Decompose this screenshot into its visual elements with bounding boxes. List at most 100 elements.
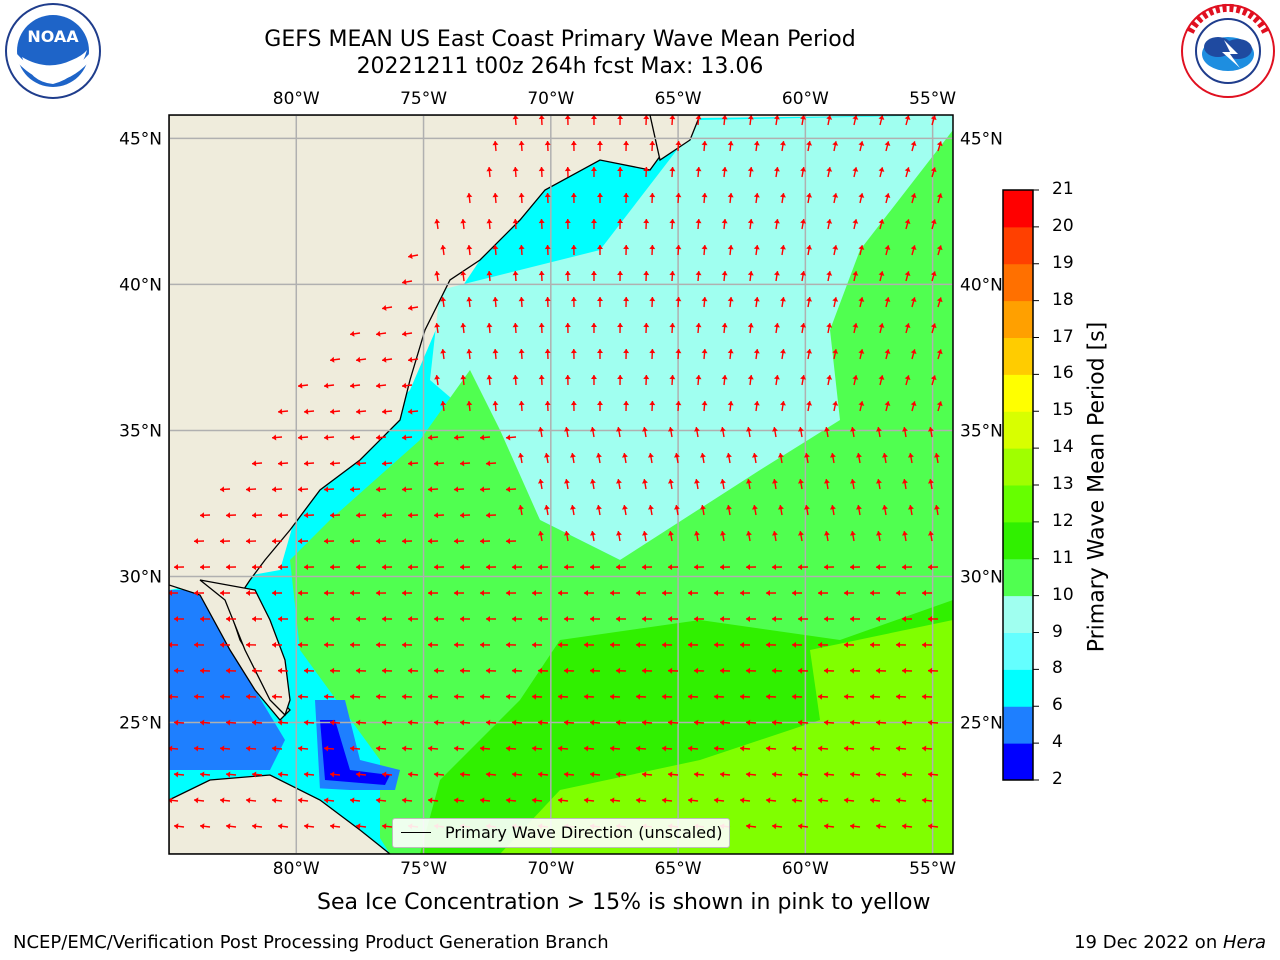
wave-arrowhead xyxy=(675,141,682,146)
wave-arrowhead xyxy=(518,245,525,250)
wave-arrowhead xyxy=(721,167,728,172)
wave-arrowhead xyxy=(584,641,589,648)
wave-arrowhead xyxy=(246,590,251,597)
wave-arrowhead xyxy=(278,615,283,622)
wave-arrowhead xyxy=(910,349,917,355)
wave-arrowhead xyxy=(194,641,199,648)
wave-arrowhead xyxy=(480,797,485,804)
wave-arrowhead xyxy=(324,693,329,700)
wave-arrowhead xyxy=(382,771,387,778)
wave-arrowhead xyxy=(617,115,624,120)
colorbar-segment xyxy=(1003,743,1033,781)
wave-arrowhead xyxy=(538,479,544,484)
wave-arrowhead xyxy=(804,453,810,458)
wave-arrowhead xyxy=(538,115,545,120)
wave-arrowhead xyxy=(616,667,621,674)
wave-arrowhead xyxy=(643,167,650,172)
noaa-logo: NOAA xyxy=(5,3,101,99)
wave-arrowhead xyxy=(623,349,630,354)
wave-arrowhead xyxy=(701,141,708,146)
wave-arrowhead xyxy=(330,460,335,467)
wave-arrowhead xyxy=(884,193,891,198)
wave-arrowhead xyxy=(826,219,833,224)
lon-label-top: 55°W xyxy=(909,89,956,109)
wave-arrowhead xyxy=(466,401,473,406)
wave-arrowhead xyxy=(428,434,433,441)
wave-arrowhead xyxy=(454,434,459,441)
lon-label-bottom: 55°W xyxy=(909,859,956,879)
wave-arrowhead xyxy=(169,693,173,700)
colorbar-segment xyxy=(1003,411,1033,449)
wave-arrowhead xyxy=(772,771,777,778)
wave-arrowhead xyxy=(512,271,519,276)
wave-arrowhead xyxy=(700,505,706,510)
wave-arrowhead xyxy=(590,771,595,778)
lon-label-top: 75°W xyxy=(400,89,447,109)
wave-arrowhead xyxy=(486,460,491,467)
wave-arrowhead xyxy=(512,375,519,380)
wave-arrowhead xyxy=(440,349,447,354)
wave-arrowhead xyxy=(512,167,519,172)
wave-arrowhead xyxy=(460,375,467,380)
wave-arrowhead xyxy=(928,719,933,726)
wave-arrowhead xyxy=(324,434,329,441)
wave-arrowhead xyxy=(512,564,517,571)
wave-arrowhead xyxy=(832,401,839,406)
wave-arrowhead xyxy=(747,167,754,172)
wave-arrowhead xyxy=(804,505,810,510)
wave-arrowhead xyxy=(884,141,891,146)
wave-arrowhead xyxy=(402,641,407,648)
wave-arrowhead xyxy=(878,167,885,172)
wave-arrowhead xyxy=(356,615,361,622)
wave-arrowhead xyxy=(169,797,173,804)
wave-arrowhead xyxy=(174,615,179,622)
wave-arrowhead xyxy=(584,797,589,804)
wave-arrowhead xyxy=(668,531,674,536)
wave-arrowhead xyxy=(460,219,467,224)
wave-period-field xyxy=(169,115,953,854)
wave-arrowhead xyxy=(752,505,758,510)
wave-arrowhead xyxy=(902,771,907,778)
wave-arrowhead xyxy=(669,323,676,328)
wave-arrowhead xyxy=(904,115,911,121)
wave-arrowhead xyxy=(558,590,563,597)
wave-arrowhead xyxy=(480,486,485,493)
wave-arrowhead xyxy=(858,401,865,406)
wave-arrowhead xyxy=(532,641,537,648)
wave-arrowhead xyxy=(740,745,745,752)
wave-arrowhead xyxy=(826,375,833,380)
wave-arrowhead xyxy=(721,219,728,224)
wave-arrowhead xyxy=(544,349,551,354)
wave-arrowhead xyxy=(852,271,859,276)
wave-arrowhead xyxy=(876,667,881,674)
wave-arrowhead xyxy=(694,479,700,484)
colorbar-segment xyxy=(1003,485,1033,523)
wave-arrowhead xyxy=(878,375,885,380)
wave-arrowhead xyxy=(642,427,648,432)
wave-arrowhead xyxy=(806,141,813,146)
wave-arrowhead xyxy=(902,719,907,726)
wave-arrowhead xyxy=(826,271,833,276)
wave-arrowhead xyxy=(668,479,674,484)
wave-arrowhead xyxy=(773,219,780,224)
lon-label-bottom: 60°W xyxy=(782,859,829,879)
wave-arrowhead xyxy=(772,615,777,622)
wave-arrowhead xyxy=(246,538,251,545)
wave-arrowhead xyxy=(870,641,875,648)
wave-arrowhead xyxy=(766,693,771,700)
colorbar-tick-label: 15 xyxy=(1052,400,1074,421)
wave-direction-arrows xyxy=(169,115,943,830)
wave-arrowhead xyxy=(356,460,361,467)
wave-arrowhead xyxy=(668,615,673,622)
wave-arrowhead xyxy=(584,693,589,700)
wave-arrowhead xyxy=(298,590,303,597)
wave-arrowhead xyxy=(701,401,708,406)
wave-arrowhead xyxy=(792,641,797,648)
wave-arrowhead xyxy=(486,512,491,519)
wave-arrowhead xyxy=(278,408,283,415)
wave-arrowhead xyxy=(382,408,387,415)
wave-arrowhead xyxy=(617,375,624,380)
wave-arrowhead xyxy=(928,771,933,778)
wave-arrowhead xyxy=(908,505,914,510)
wave-arrowhead xyxy=(298,797,303,804)
